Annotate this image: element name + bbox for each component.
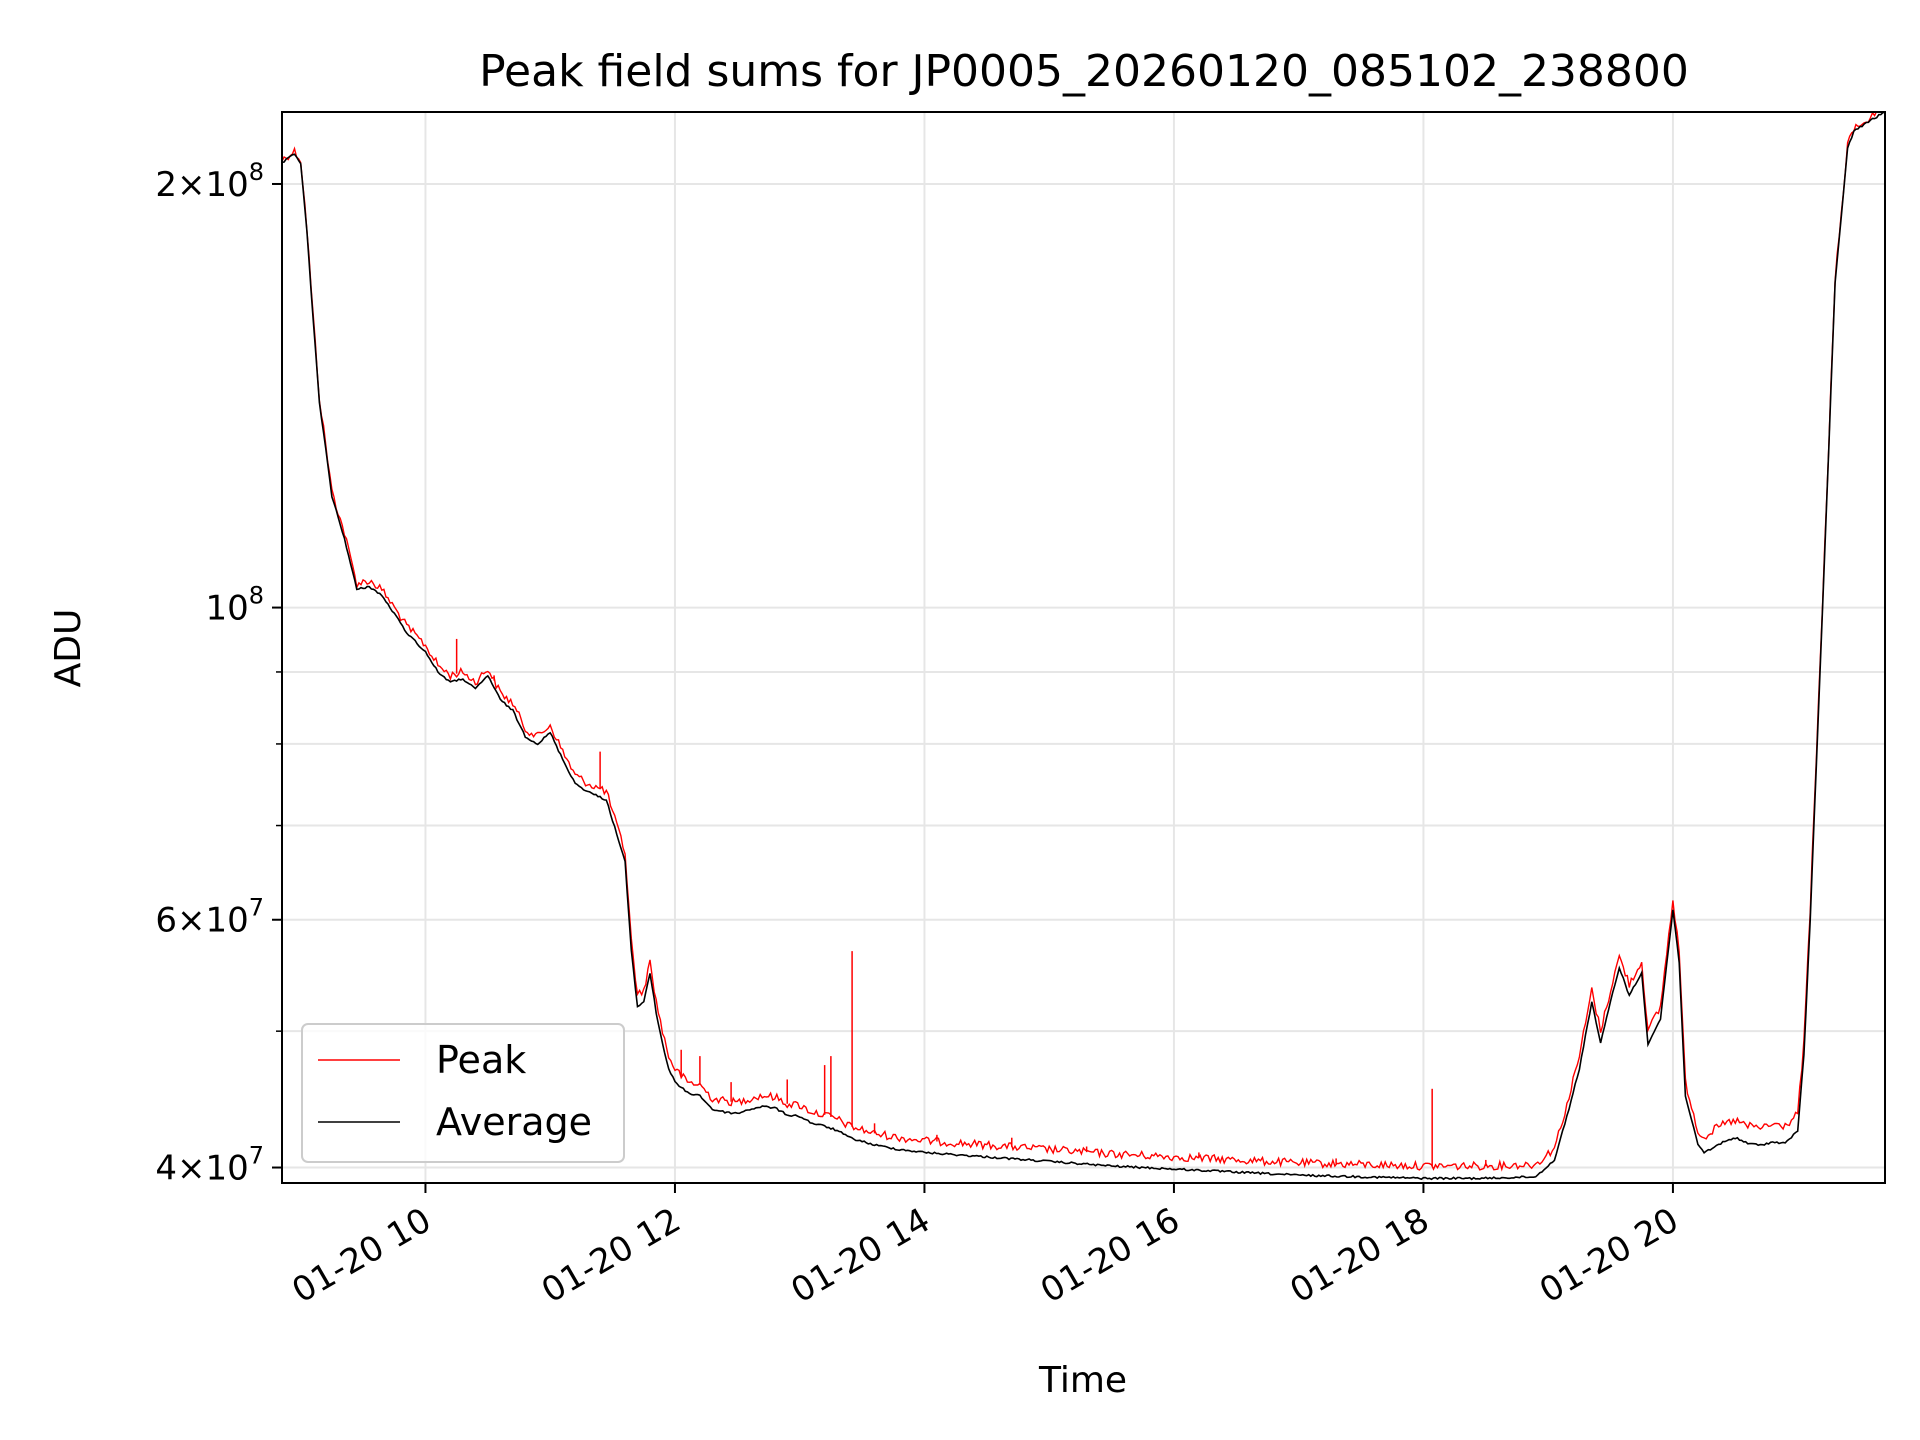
series-lines <box>282 112 1885 1181</box>
legend-peak-label: Peak <box>436 1038 526 1082</box>
y-tick-label: 108 <box>205 582 264 629</box>
y-axis-label: ADU <box>48 609 89 688</box>
plot-frame <box>281 111 1886 1184</box>
legend: Peak Average <box>301 1023 625 1163</box>
x-axis-label: Time <box>1038 1360 1127 1401</box>
chart-title: Peak field sums for JP0005_20260120_0851… <box>479 46 1689 97</box>
y-tick-label: 4×107 <box>155 1142 264 1189</box>
legend-average-label: Average <box>436 1100 592 1144</box>
y-tick-label: 2×108 <box>155 158 264 205</box>
y-tick-label: 6×107 <box>155 894 264 941</box>
average-series-line <box>282 112 1885 1181</box>
grid-lines <box>282 112 1885 1183</box>
peak-series-line <box>282 112 1878 1172</box>
legend-frame <box>301 1023 625 1163</box>
